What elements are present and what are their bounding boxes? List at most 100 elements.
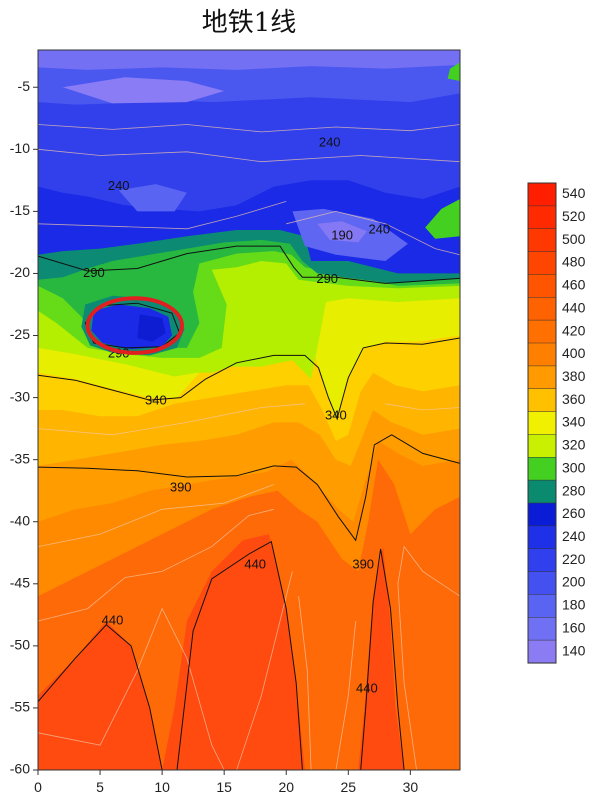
contour-label: 440	[356, 681, 378, 696]
colorbar-swatch	[527, 182, 557, 207]
y-tick-label: -45	[10, 574, 30, 590]
colorbar-swatch	[527, 571, 557, 596]
colorbar-swatch	[527, 502, 557, 527]
colorbar-label: 360	[562, 391, 586, 407]
colorbar-swatch	[527, 411, 557, 436]
colorbar-label: 500	[562, 231, 586, 247]
colorbar-label: 140	[562, 642, 586, 658]
colorbar-swatch	[527, 594, 557, 618]
colorbar-swatch	[527, 205, 557, 230]
colorbar-label: 400	[562, 345, 586, 361]
colorbar-frame	[527, 182, 557, 664]
minor-contour-line	[397, 545, 460, 770]
minor-contour-line	[286, 210, 460, 256]
major-contour-line	[38, 624, 163, 770]
colorbar-swatch	[527, 297, 557, 321]
x-tick-label: 25	[341, 779, 357, 795]
major-contour-line	[360, 548, 405, 770]
colorbar-swatch	[527, 548, 557, 573]
axis-layer: 0 5 10 15 20 25 30 -5 -10 -15 -20 -25 -30 -35 -40 -45 -5…	[10, 78, 419, 795]
colorbar-label: 460	[562, 277, 586, 293]
major-contour-line	[38, 245, 460, 284]
colorbar-label: 180	[562, 597, 586, 613]
colorbar-swatch	[527, 479, 557, 504]
contour-label: 290	[316, 271, 338, 286]
colorbar-label: 240	[562, 528, 586, 544]
colorbar-label: 280	[562, 482, 586, 498]
y-tick-label: -55	[10, 699, 30, 715]
colorbar-label: 520	[562, 208, 586, 224]
minor-contour-line	[38, 508, 274, 622]
colorbar-label: 320	[562, 437, 586, 453]
anomaly-green-top-right	[447, 62, 460, 81]
contour-line-layer	[38, 124, 460, 770]
colorbar-swatch	[527, 434, 557, 458]
colorbar-label: 200	[562, 574, 586, 590]
contour-label: 440	[244, 557, 266, 572]
x-tick-label: 0	[34, 779, 42, 795]
colorbar-label: 300	[562, 459, 586, 475]
colorbar-swatch	[527, 365, 557, 390]
y-tick-label: -25	[10, 326, 30, 342]
y-tick-label: -60	[10, 761, 30, 777]
y-tick-label: -50	[10, 637, 30, 653]
colorbar-swatch	[527, 525, 557, 550]
colorbar-label: 160	[562, 619, 586, 635]
colorbar-swatch	[527, 342, 557, 367]
contour-label: 440	[102, 612, 124, 627]
major-contour-line	[176, 540, 303, 770]
colorbar-swatch	[527, 457, 557, 481]
highlight-layer	[85, 296, 185, 355]
minor-contour-line	[38, 148, 460, 163]
colorbar: 540 520 500 480 460 440 420 400 380 360 340 320 300 2…	[527, 182, 586, 664]
colorbar-label: 260	[562, 505, 586, 521]
minor-contour-line	[236, 571, 293, 770]
colorbar-label: 440	[562, 299, 586, 315]
colorbar-swatch	[527, 639, 557, 664]
anomaly-green-right	[425, 199, 460, 239]
minor-contour-line	[385, 403, 460, 411]
anomaly-top-low	[62, 77, 225, 104]
minor-contour-line	[298, 596, 312, 770]
colorbar-swatch	[527, 319, 557, 344]
anomaly-low-core-inner	[137, 314, 166, 342]
x-tick-label: 10	[154, 779, 170, 795]
y-tick-label: -30	[10, 388, 30, 404]
x-tick-label: 5	[96, 779, 104, 795]
plot-frame	[37, 49, 461, 771]
y-tick-label: -35	[10, 450, 30, 466]
colorbar-label: 540	[562, 185, 586, 201]
minor-contour-line	[38, 607, 225, 770]
contour-label: 340	[145, 393, 167, 408]
highlight-ellipse	[85, 296, 185, 355]
chart-title: 地铁1线	[201, 8, 297, 38]
contour-label: 240	[108, 178, 130, 193]
anomaly-left-low	[118, 184, 187, 212]
contour-label: 340	[325, 408, 347, 423]
y-tick-label: -10	[10, 140, 30, 156]
y-tick-label: -20	[10, 264, 30, 280]
colorbar-swatch	[527, 274, 557, 298]
minor-contour-line	[38, 484, 274, 547]
contour-label: 390	[352, 557, 374, 572]
y-tick-label: -40	[10, 512, 30, 528]
colorbar-label: 380	[562, 368, 586, 384]
minor-contour-line	[38, 124, 460, 133]
colorbar-label: 480	[562, 254, 586, 270]
colorbar-swatch	[527, 228, 557, 253]
band-170	[38, 50, 460, 70]
colorbar-swatch	[527, 388, 557, 413]
y-tick-label: -5	[18, 78, 31, 94]
x-tick-label: 15	[216, 779, 232, 795]
colorbar-swatch	[527, 251, 557, 276]
contour-label: 390	[170, 480, 192, 495]
contour-label: 190	[331, 228, 353, 243]
colorbar-label: 340	[562, 414, 586, 430]
colorbar-label: 220	[562, 551, 586, 567]
minor-contour-line	[38, 403, 305, 436]
major-contour-line	[38, 337, 460, 421]
minor-contour-line	[38, 201, 287, 230]
major-contour-line	[38, 434, 460, 542]
